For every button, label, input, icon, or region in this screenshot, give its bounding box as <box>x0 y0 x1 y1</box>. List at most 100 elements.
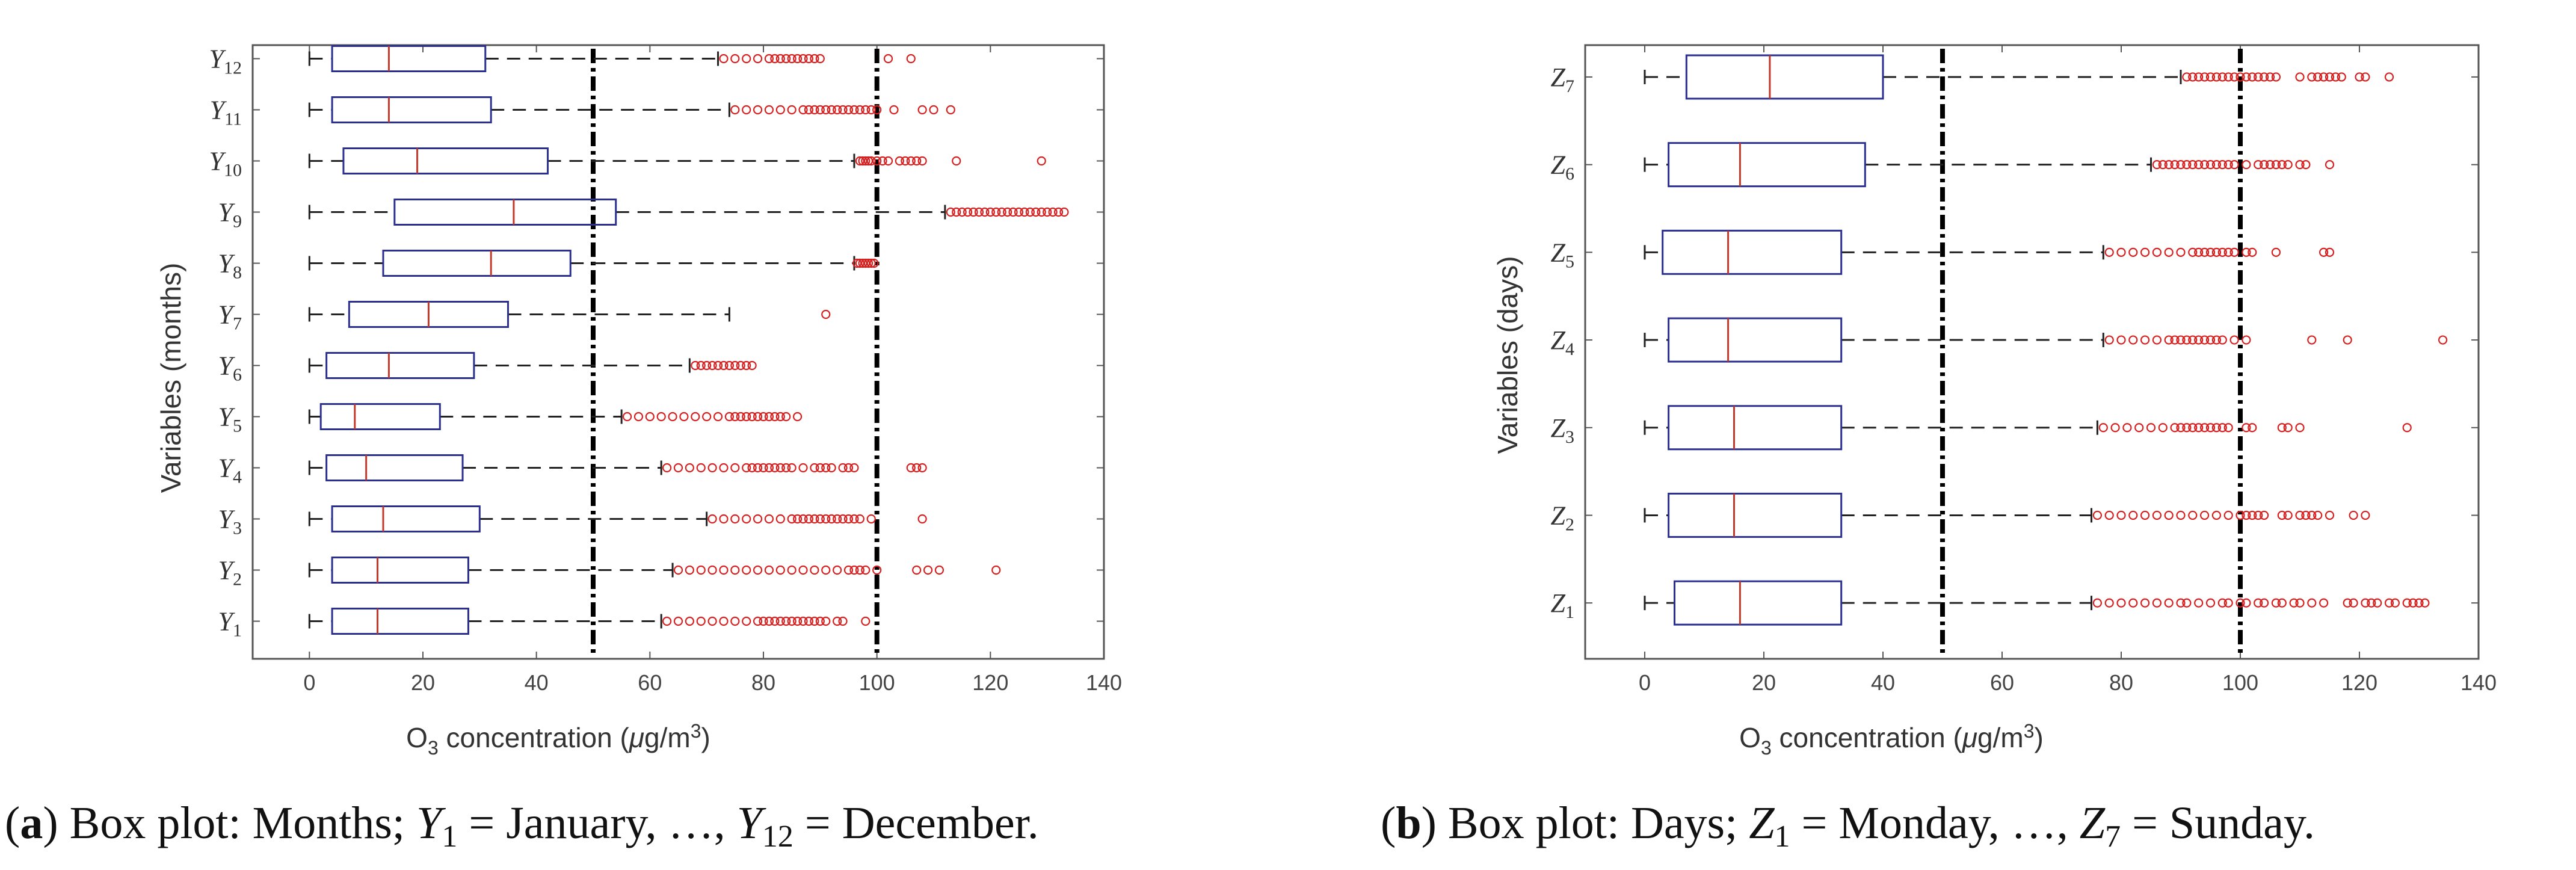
outlier-point <box>2217 72 2227 82</box>
outlier-point <box>810 105 819 115</box>
category-label: Y1 <box>218 607 242 641</box>
outlier-point <box>2104 247 2114 257</box>
outlier-point <box>2361 510 2370 520</box>
outlier-point <box>2223 598 2233 608</box>
outlier-point <box>702 412 712 422</box>
caption-subscript: 7 <box>2105 819 2121 854</box>
outlier-point <box>906 156 916 166</box>
outlier-point <box>685 565 694 575</box>
category-label-subscript: 12 <box>224 58 242 78</box>
box <box>325 454 464 481</box>
outlier-point <box>2217 160 2227 170</box>
outlier-point <box>2295 160 2305 170</box>
outlier-point <box>821 514 831 524</box>
outlier-point <box>2182 598 2192 608</box>
caption-subscript: 1 <box>442 819 458 854</box>
outlier-point <box>821 105 831 115</box>
outlier-point <box>833 105 842 115</box>
category-label-subscript: 5 <box>233 416 242 436</box>
category-label: Y12 <box>209 45 242 78</box>
outlier-point <box>861 156 870 166</box>
x-tick-label: 140 <box>1086 670 1122 695</box>
outlier-point <box>702 360 712 371</box>
outlier-point <box>2188 510 2198 520</box>
outlier-point <box>2229 247 2239 257</box>
outlier-point <box>2248 72 2257 82</box>
box <box>331 45 487 72</box>
outlier-point <box>866 156 876 166</box>
box <box>331 96 492 123</box>
caption-months: (a) Box plot: Months; Y1 = January, …, Y… <box>5 798 1039 854</box>
outlier-point <box>2277 160 2287 170</box>
outlier-point <box>2265 72 2275 82</box>
x-axis-label-part: g/m <box>644 722 691 753</box>
outlier-point <box>2152 598 2162 608</box>
outlier-point <box>2182 423 2192 433</box>
outlier-point <box>810 463 819 473</box>
outlier-point <box>2199 247 2210 257</box>
outlier-point <box>2188 423 2198 433</box>
outlier-point <box>2313 510 2323 520</box>
outlier-point <box>775 616 785 626</box>
outlier-point <box>764 412 774 422</box>
outlier-point <box>980 207 990 217</box>
outlier-point <box>2194 247 2204 257</box>
outlier-point <box>2140 510 2150 520</box>
outlier-point <box>656 412 666 422</box>
axes-frame <box>251 44 1105 660</box>
outlier-point <box>821 463 831 473</box>
outlier-point <box>2331 72 2341 82</box>
outlier-point <box>2325 72 2335 82</box>
outlier-point <box>2116 510 2126 520</box>
outlier-point <box>2373 598 2382 608</box>
outlier-point <box>855 258 864 268</box>
outlier-point <box>2211 72 2222 82</box>
boxplot-months: 0 20 40 60 80 100 120 140Y1Y2Y3Y4Y5Y6Y7Y8Y9Y10Y… <box>155 44 1122 759</box>
outlier-point <box>969 207 978 217</box>
outlier-point <box>2217 335 2227 345</box>
category-label-letter: Z <box>1551 413 1566 443</box>
outlier-point <box>906 463 916 473</box>
outlier-point <box>775 54 785 64</box>
outlier-point <box>2199 72 2210 82</box>
x-axis-label-part: 3 <box>691 720 701 742</box>
category-label-subscript: 9 <box>233 212 242 232</box>
x-tick-label: 120 <box>2341 670 2377 695</box>
outlier-point <box>2295 510 2305 520</box>
x-axis-label-part: O <box>406 722 428 753</box>
outlier-point <box>833 565 842 575</box>
outlier-point <box>861 616 870 626</box>
outlier-point <box>917 463 927 473</box>
outlier-point <box>2164 160 2174 170</box>
outlier-point <box>852 258 862 268</box>
outlier-point <box>798 105 808 115</box>
x-axis-label-months: O3 concentration (μg/m3) <box>406 720 710 759</box>
caption-text: Box plot: Days; <box>1436 798 1749 848</box>
outlier-point <box>833 514 842 524</box>
outlier-point <box>872 565 882 575</box>
outlier-point <box>792 54 803 64</box>
outlier-point <box>2254 72 2263 82</box>
outlier-point <box>2301 160 2311 170</box>
outlier-point <box>2152 160 2162 170</box>
outlier-point <box>2277 598 2287 608</box>
outlier-point <box>2325 160 2335 170</box>
outlier-point <box>775 514 785 524</box>
box <box>325 352 475 379</box>
outlier-point <box>957 207 967 217</box>
box <box>1668 317 1843 363</box>
outlier-point <box>2236 72 2245 82</box>
outlier-point <box>810 565 819 575</box>
outlier-point <box>2170 423 2180 433</box>
outlier-point <box>2242 510 2251 520</box>
caption-variable: Y <box>416 798 442 848</box>
outlier-point <box>866 514 876 524</box>
box <box>382 250 572 277</box>
outlier-point <box>912 463 922 473</box>
category-label: Y2 <box>218 556 242 590</box>
outlier-point <box>917 514 927 524</box>
outlier-point <box>787 616 797 626</box>
outlier-point <box>645 412 655 422</box>
